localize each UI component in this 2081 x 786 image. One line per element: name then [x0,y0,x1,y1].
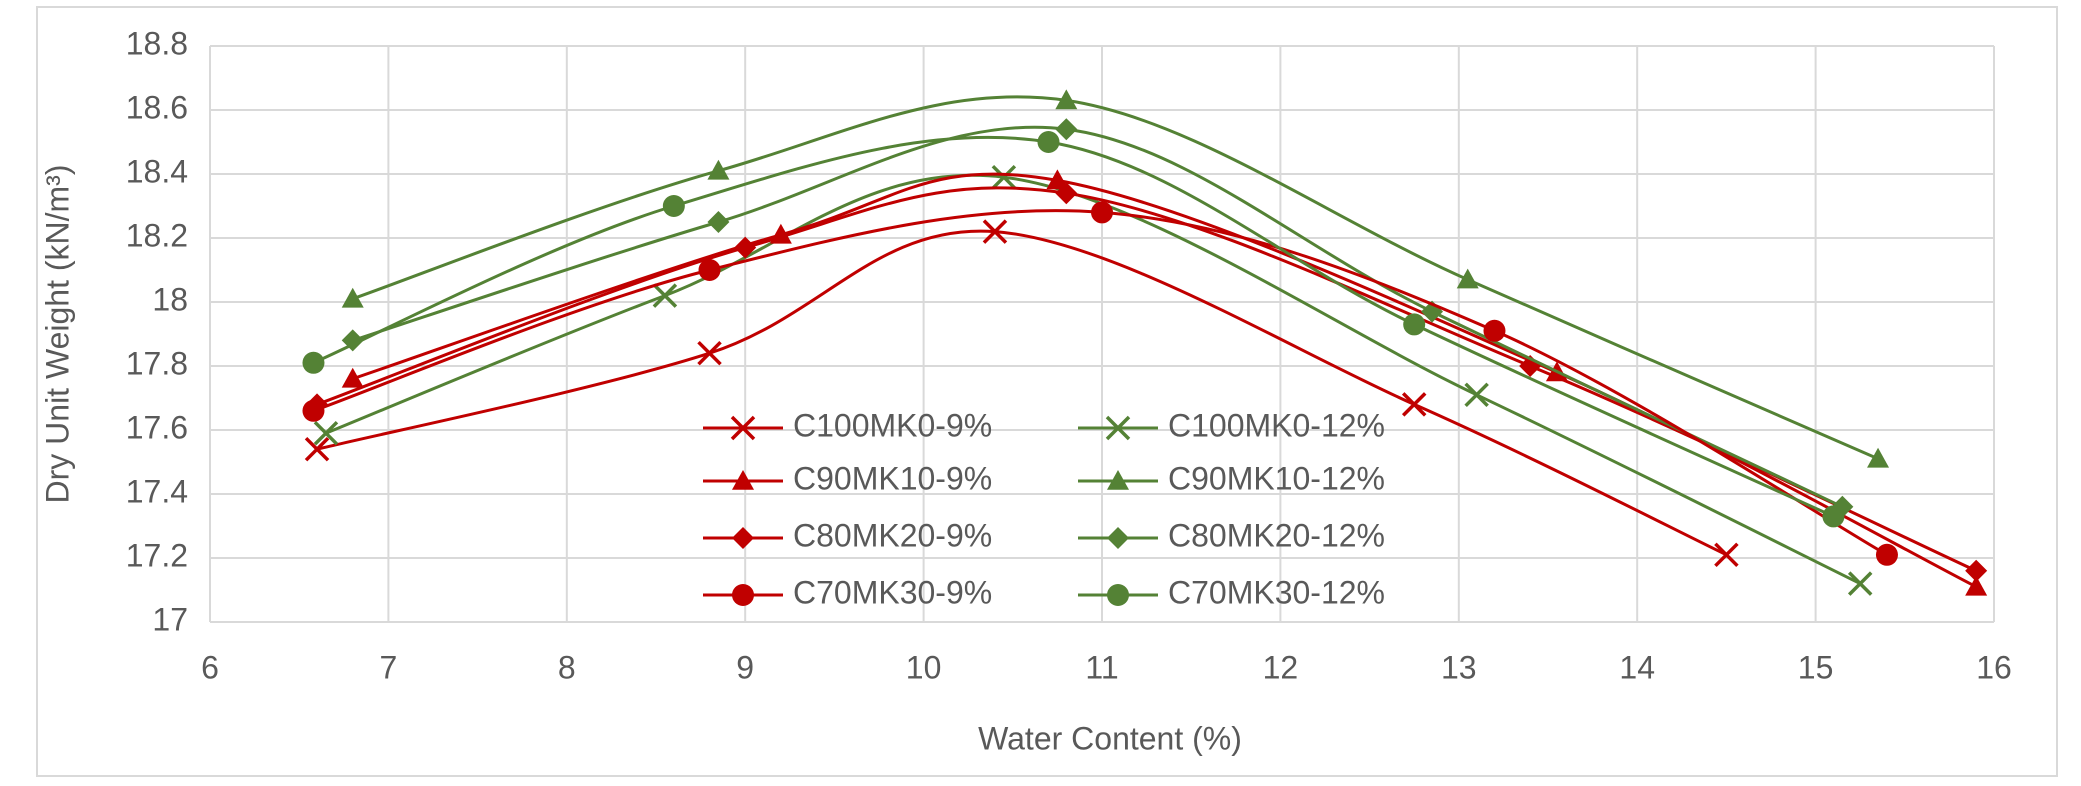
x-tick-label: 11 [1085,649,1118,685]
series-line [325,173,1861,585]
marker [1107,470,1129,490]
series-line [352,95,1879,461]
x-tick-label: 6 [201,649,219,685]
marker [1822,505,1845,528]
marker [341,287,364,308]
marker [1965,575,1988,596]
legend-label: C70MK30-9% [793,574,992,610]
y-tick-label: 17.4 [126,473,188,509]
marker [1105,415,1131,441]
legend-label: C80MK20-9% [793,517,992,553]
marker [991,164,1017,190]
marker [1456,268,1479,289]
x-tick-label: 8 [558,649,576,685]
marker [1055,89,1078,110]
x-tick-label: 9 [736,649,754,685]
x-tick-label: 16 [1976,649,2012,685]
marker [1867,447,1890,468]
marker [341,367,364,388]
x-tick-label: 15 [1798,649,1834,685]
marker [732,584,754,606]
marker [1091,201,1113,224]
marker [1965,559,1988,582]
marker [652,283,678,308]
marker [1714,542,1739,568]
legend-label: C100MK0-9% [793,407,992,443]
legend-label: C90MK10-9% [793,460,992,496]
marker [730,415,756,441]
marker [313,420,339,446]
marker [732,527,754,549]
y-tick-label: 18 [152,281,188,317]
marker [1875,543,1898,566]
marker [1046,169,1069,190]
marker [304,436,330,462]
x-tick-label: 14 [1619,649,1655,685]
marker [1403,313,1426,336]
marker [1483,319,1506,342]
marker [302,399,325,422]
y-tick-label: 17.6 [126,409,188,445]
marker [662,195,685,217]
marker [1037,131,1060,153]
y-tick-label: 17.8 [126,345,188,381]
marker [697,340,722,366]
y-tick-label: 18.8 [126,25,188,61]
x-tick-label: 12 [1263,649,1299,685]
marker [732,470,754,490]
x-axis-title: Water Content (%) [978,720,1242,756]
y-tick-label: 17.2 [126,537,188,573]
x-tick-label: 7 [380,649,398,685]
marker [1055,118,1078,141]
chart-frame [36,6,2058,777]
y-tick-label: 17 [152,601,188,637]
marker [1055,182,1078,205]
marker [707,159,730,180]
x-tick-label: 13 [1441,649,1477,685]
legend-label: C100MK0-12% [1168,407,1385,443]
marker [1401,392,1427,417]
marker [707,211,730,233]
marker [734,236,757,259]
marker [302,351,325,374]
legend-label: C70MK30-12% [1168,574,1385,610]
legend-label: C90MK10-12% [1168,460,1385,496]
marker [1847,571,1873,596]
y-tick-label: 18.2 [126,217,188,253]
y-tick-label: 18.6 [126,89,188,125]
marker [1464,382,1489,408]
y-tick-label: 18.4 [126,153,188,189]
y-axis-title: Dry Unit Weight (kN/m³) [39,165,75,504]
marker [982,219,1008,244]
x-tick-label: 10 [906,649,942,685]
marker [1107,584,1129,606]
marker [698,259,721,281]
marker [1107,527,1129,549]
legend-label: C80MK20-12% [1168,517,1385,553]
